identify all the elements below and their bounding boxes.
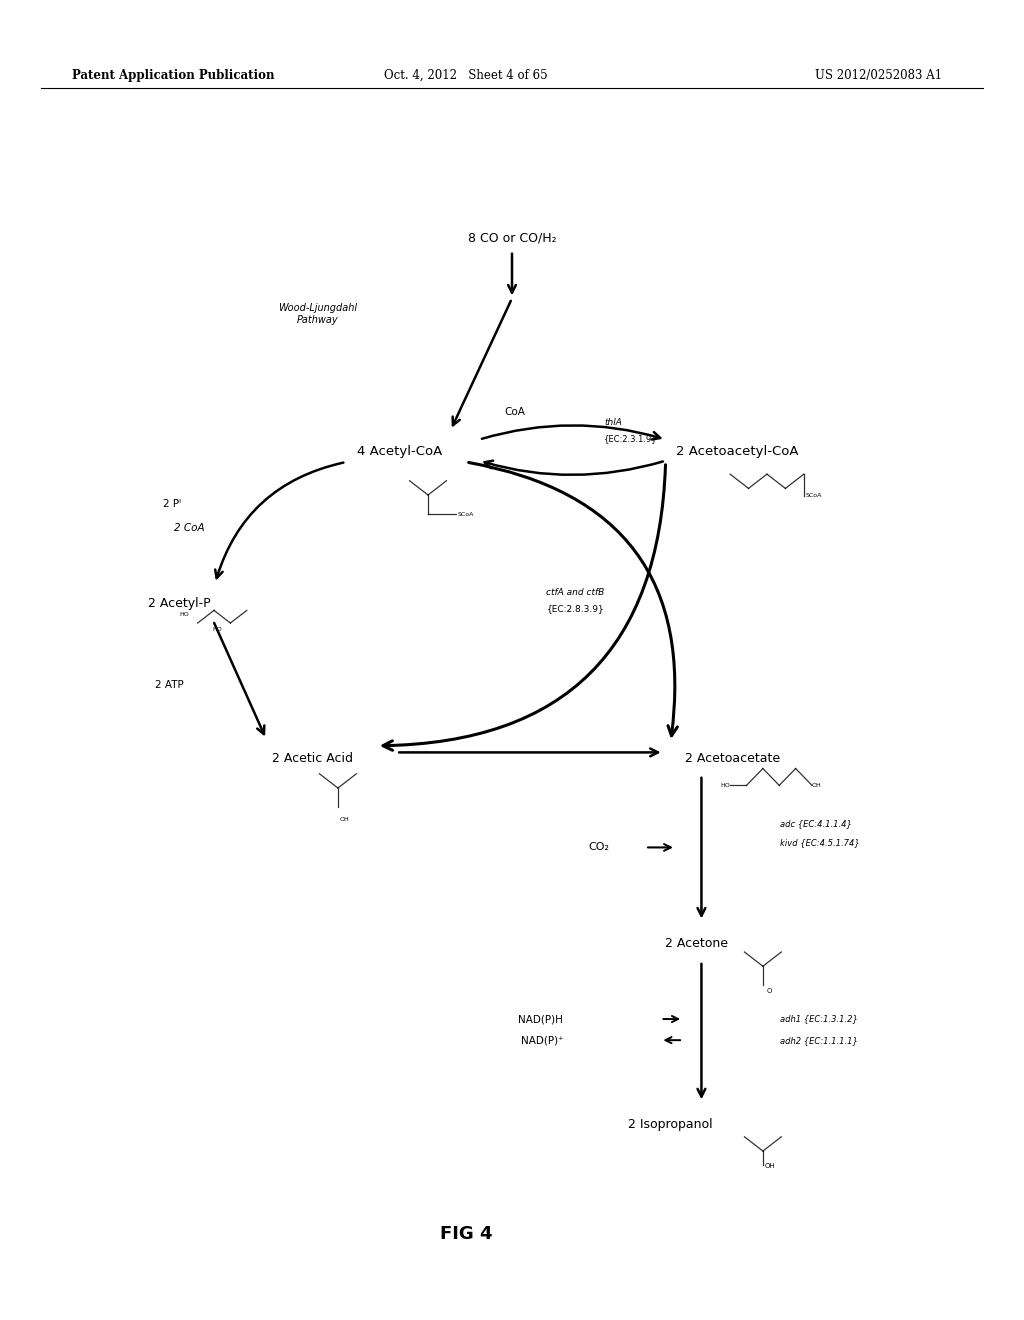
Text: US 2012/0252083 A1: US 2012/0252083 A1 — [815, 69, 942, 82]
Text: 4 Acetyl-CoA: 4 Acetyl-CoA — [356, 445, 442, 458]
Text: 2 Acetoacetate: 2 Acetoacetate — [685, 752, 779, 766]
Text: Wood-Ljungdahl
Pathway: Wood-Ljungdahl Pathway — [278, 304, 357, 325]
Text: 2 Isopropanol: 2 Isopropanol — [629, 1118, 713, 1131]
Text: HO: HO — [720, 783, 730, 788]
Text: 2 Acetic Acid: 2 Acetic Acid — [271, 752, 353, 766]
Text: 2 ATP: 2 ATP — [155, 680, 183, 690]
Text: ctfA and ctfB: ctfA and ctfB — [547, 589, 604, 597]
Text: 2 Acetone: 2 Acetone — [665, 937, 728, 950]
Text: 2 Acetoacetyl-CoA: 2 Acetoacetyl-CoA — [676, 445, 799, 458]
Text: O: O — [767, 987, 772, 994]
Text: 2 Acetyl-P: 2 Acetyl-P — [147, 597, 211, 610]
Text: OH: OH — [812, 783, 822, 788]
Text: {EC:2.3.1.9}: {EC:2.3.1.9} — [604, 434, 657, 442]
Text: SCoA: SCoA — [458, 512, 474, 516]
Text: NAD(P)⁺: NAD(P)⁺ — [520, 1035, 563, 1045]
Text: {EC:2.8.3.9}: {EC:2.8.3.9} — [547, 605, 604, 612]
Text: OH: OH — [340, 817, 349, 821]
Text: 2 CoA: 2 CoA — [174, 523, 205, 533]
Text: Oct. 4, 2012   Sheet 4 of 65: Oct. 4, 2012 Sheet 4 of 65 — [384, 69, 548, 82]
Text: 2 Pᴵ: 2 Pᴵ — [163, 499, 181, 510]
Text: FIG 4: FIG 4 — [439, 1225, 493, 1243]
Text: adh1 {EC:1.3.1.2}: adh1 {EC:1.3.1.2} — [780, 1015, 858, 1023]
Text: HO: HO — [179, 611, 189, 616]
Text: NAD(P)H: NAD(P)H — [518, 1014, 563, 1024]
Text: HO: HO — [212, 627, 222, 632]
Text: CO₂: CO₂ — [588, 842, 609, 853]
Text: 8 CO or CO/H₂: 8 CO or CO/H₂ — [468, 231, 556, 244]
Text: adc {EC:4.1.1.4}: adc {EC:4.1.1.4} — [780, 820, 852, 828]
Text: SCoA: SCoA — [806, 494, 822, 498]
Text: CoA: CoA — [505, 407, 525, 417]
Text: OH: OH — [765, 1163, 775, 1170]
Text: adh2 {EC:1.1.1.1}: adh2 {EC:1.1.1.1} — [780, 1036, 858, 1044]
Text: Patent Application Publication: Patent Application Publication — [72, 69, 274, 82]
Text: kivd {EC:4.5.1.74}: kivd {EC:4.5.1.74} — [780, 838, 860, 846]
Text: thlA: thlA — [604, 418, 622, 426]
